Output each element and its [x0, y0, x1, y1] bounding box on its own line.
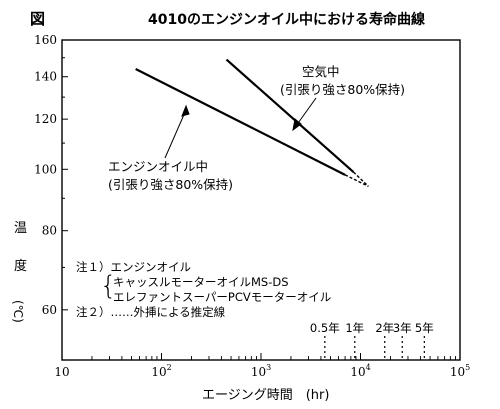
- y-tick-label: 120: [34, 112, 57, 126]
- time-marker-label: 0.5年: [310, 321, 340, 335]
- series-label-air-line1: 空気中: [302, 64, 340, 79]
- y-axis-label-char-1: 温: [14, 221, 27, 236]
- y-tick-label: 160: [34, 33, 57, 47]
- leader-air-arrowhead: [292, 118, 302, 132]
- time-marker-label: 3年: [393, 321, 412, 335]
- x-tick-label: 104: [350, 363, 370, 379]
- series-extrapolation-2: [352, 171, 369, 187]
- chart-title: 4010のエンジンオイル中における寿命曲線: [148, 11, 425, 28]
- note-1: 注１）エンジンオイル: [76, 260, 191, 274]
- label-leaders: [164, 97, 317, 159]
- note-1-item-b: エレファントスーパーPCVモーターオイル: [113, 290, 331, 304]
- x-axis-label: エージング時間 (hr): [202, 388, 329, 403]
- series-label-oil-line1: エンジンオイル中: [108, 159, 208, 174]
- series-label-oil-line2: (引張り強さ80%保持): [108, 177, 233, 192]
- leader-air: [295, 97, 317, 127]
- x-tick-label: 102: [151, 363, 171, 379]
- y-tick-label: 80: [42, 224, 57, 238]
- series-label-air-line2: (引張り強さ80%保持): [280, 82, 405, 97]
- time-marker-label: 2年: [375, 321, 394, 335]
- note-1-item-a: キャッスルモーターオイルMS-DS: [113, 275, 289, 289]
- y-tick-label: 100: [34, 162, 57, 176]
- series-lines: [135, 58, 369, 187]
- x-tick-label: 105: [450, 363, 470, 379]
- note-1-brace: {: [100, 271, 117, 301]
- series-line-2: [225, 58, 355, 173]
- axis-ticks: 60 80 100 120 140 160 10 102 103 104 105: [34, 33, 470, 379]
- x-tick-label: 103: [251, 363, 271, 379]
- leader-oil-arrowhead: [181, 104, 190, 117]
- y-tick-label: 140: [34, 70, 57, 84]
- note-2: 注２）……外挿による推定線: [76, 305, 226, 319]
- series-extrapolation-1: [344, 174, 369, 187]
- y-axis-label-char-2: 度: [14, 258, 27, 274]
- series-line-1: [135, 68, 346, 176]
- y-tick-label: 60: [42, 303, 57, 317]
- time-marker-label: 5年: [415, 321, 434, 335]
- y-axis-label-unit: (℃): [11, 300, 25, 323]
- x-tick-label: 10: [54, 365, 69, 379]
- time-marker-label: 1年: [345, 321, 364, 335]
- leader-oil: [164, 109, 187, 159]
- figure-label: 図: [30, 10, 45, 28]
